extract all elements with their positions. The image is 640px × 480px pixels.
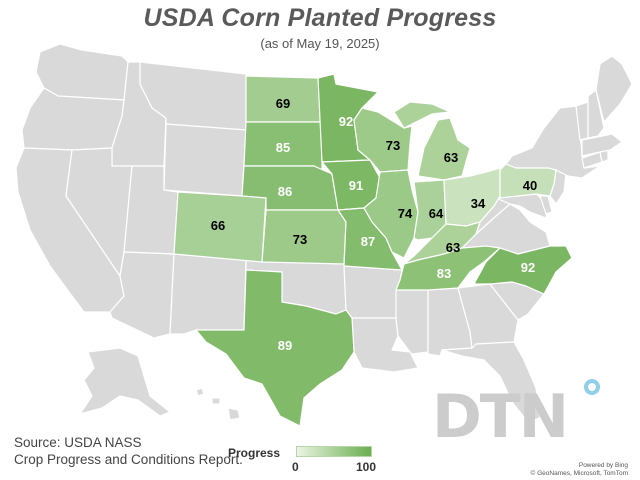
state-fl (441, 341, 541, 423)
state-ma (581, 133, 623, 157)
state-ms (395, 289, 429, 355)
state-value-tx: 89 (278, 338, 292, 353)
state-hi (195, 387, 241, 421)
map-credit: Powered by Bing © GeoNames, Microsoft, T… (531, 462, 629, 478)
source-line-2: Crop Progress and Conditions Report. (14, 452, 243, 467)
state-value-ne: 86 (278, 184, 292, 199)
source-note: Source: USDA NASS Crop Progress and Cond… (14, 434, 243, 468)
state-value-ks: 73 (293, 232, 307, 247)
map-subtitle: (as of May 19, 2025) (260, 36, 380, 51)
state-nm (169, 253, 247, 335)
source-line-1: Source: USDA NASS (14, 435, 142, 450)
legend-min-label: 0 (292, 460, 299, 474)
map-title: USDA Corn Planted Progress (143, 4, 497, 32)
credit-line-1: Powered by Bing (578, 462, 628, 469)
state-de (539, 195, 553, 215)
state-ar (343, 265, 403, 319)
state-pa (499, 163, 557, 199)
state-me (595, 55, 633, 123)
dtn-logo: DTN (432, 382, 569, 452)
state-nc (473, 245, 573, 295)
state-value-in: 64 (429, 206, 444, 221)
no-data-states (15, 43, 633, 423)
state-value-ia: 91 (349, 178, 363, 193)
state-value-nc: 92 (521, 260, 535, 275)
state-wy (163, 123, 247, 197)
state-nh (587, 89, 605, 139)
state-value-labels: 69 85 86 73 66 89 92 91 87 73 74 64 63 3… (211, 96, 537, 353)
state-ak (79, 347, 171, 417)
state-co (173, 191, 267, 263)
state-tx (195, 269, 355, 427)
state-value-pa: 40 (523, 178, 537, 193)
credit-line-2: © GeoNames, Microsoft, TomTom (530, 470, 629, 477)
state-value-nd: 69 (276, 96, 290, 111)
dtn-logo-ring (584, 379, 600, 395)
legend-gradient-bar (296, 446, 372, 457)
state-value-ky: 63 (446, 240, 460, 255)
state-value-oh: 34 (471, 196, 486, 211)
legend-title: Progress (228, 446, 281, 460)
state-value-wi: 73 (386, 138, 400, 153)
state-md (495, 193, 549, 219)
state-value-co: 66 (211, 218, 225, 233)
data-states (173, 73, 573, 427)
state-value-tn: 83 (437, 266, 451, 281)
state-il (363, 169, 419, 259)
state-value-il: 74 (398, 206, 413, 221)
state-value-mn: 92 (339, 114, 353, 129)
state-value-mo: 87 (361, 234, 375, 249)
state-value-sd: 85 (276, 140, 290, 155)
state-value-mi: 63 (444, 150, 458, 165)
legend-max-label: 100 (356, 460, 377, 474)
state-mi (393, 101, 471, 181)
